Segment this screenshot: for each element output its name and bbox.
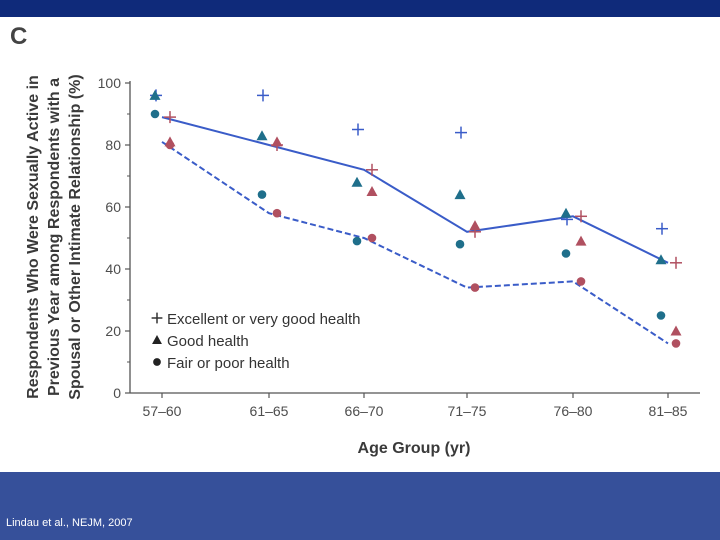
- y-tick-label: 20: [105, 323, 121, 339]
- data-point-plus: [164, 111, 176, 124]
- data-markers: [149, 89, 682, 348]
- y-tick-label: 40: [105, 261, 121, 277]
- data-point-plus: [575, 210, 587, 223]
- data-point-circle: [150, 109, 160, 119]
- data-point-circle: [671, 339, 681, 348]
- x-tick-label: 61–65: [250, 403, 289, 419]
- data-point-plus: [455, 126, 467, 139]
- solid-trend-line: [161, 116, 669, 264]
- axes: [129, 81, 700, 394]
- data-point-circle: [367, 233, 377, 243]
- data-point-triangle: [655, 254, 667, 265]
- legend-marker-circle: [153, 358, 161, 366]
- data-point-triangle: [575, 235, 587, 246]
- data-point-circle: [272, 208, 282, 218]
- y-tick-label: 80: [105, 137, 121, 153]
- y-tick-label: 100: [98, 75, 122, 91]
- trend-lines: [161, 116, 669, 345]
- dashed-trend-line: [161, 141, 669, 345]
- data-point-triangle: [469, 220, 481, 231]
- data-point-triangle: [351, 176, 363, 187]
- x-tick-label: 57–60: [143, 403, 182, 419]
- data-point-circle: [576, 277, 586, 286]
- legend-marker-triangle: [152, 335, 162, 345]
- legend: Excellent or very good health Good health…: [151, 311, 360, 372]
- data-point-triangle: [560, 207, 572, 218]
- y-axis-label-line-2: Previous Year among Respondents with a: [46, 78, 63, 396]
- x-tick-label: 71–75: [448, 403, 487, 419]
- data-point-plus: [352, 123, 364, 136]
- data-point-plus: [670, 256, 682, 269]
- panel-letter: C: [10, 23, 27, 50]
- data-point-triangle: [149, 89, 161, 100]
- data-point-triangle: [454, 189, 466, 200]
- x-axis-label: Age Group (yr): [358, 440, 471, 457]
- data-point-circle: [561, 249, 571, 258]
- legend-label: Fair or poor health: [167, 355, 290, 372]
- data-point-circle: [656, 311, 666, 320]
- data-point-plus: [257, 89, 269, 102]
- legend-label: Good health: [167, 333, 249, 350]
- ticks: 0 20 40 60 80 100 57–60 61–65 66–70 71–75 76–80 81–…: [98, 75, 688, 419]
- data-point-circle: [165, 140, 175, 150]
- data-point-plus: [656, 222, 668, 235]
- data-point-circle: [257, 190, 267, 199]
- chart: C Respondents Who Were Sexually Active i…: [10, 23, 700, 457]
- data-point-plus: [366, 163, 378, 176]
- data-point-circle: [455, 239, 465, 249]
- y-axis-label: Respondents Who Were Sexually Active in …: [25, 74, 84, 399]
- top-header-band: [0, 0, 720, 17]
- y-axis-label-line-3: Spousal or Other Intimate Relationship (…: [67, 74, 84, 399]
- bottom-footer-band: [0, 472, 720, 540]
- data-point-circle: [470, 283, 480, 292]
- y-tick-label: 60: [105, 199, 121, 215]
- x-tick-label: 66–70: [345, 403, 384, 419]
- y-axis-label-line-1: Respondents Who Were Sexually Active in: [25, 75, 42, 399]
- citation: Lindau et al., NEJM, 2007: [6, 517, 133, 529]
- data-point-circle: [352, 236, 362, 246]
- data-point-triangle: [256, 130, 268, 141]
- x-tick-label: 76–80: [554, 403, 593, 419]
- data-point-triangle: [670, 325, 682, 336]
- data-point-triangle: [366, 186, 378, 196]
- x-tick-label: 81–85: [649, 403, 688, 419]
- legend-label: Excellent or very good health: [167, 311, 360, 328]
- data-point-triangle: [271, 136, 283, 147]
- legend-marker-plus: [151, 312, 163, 324]
- y-tick-label: 0: [113, 385, 121, 401]
